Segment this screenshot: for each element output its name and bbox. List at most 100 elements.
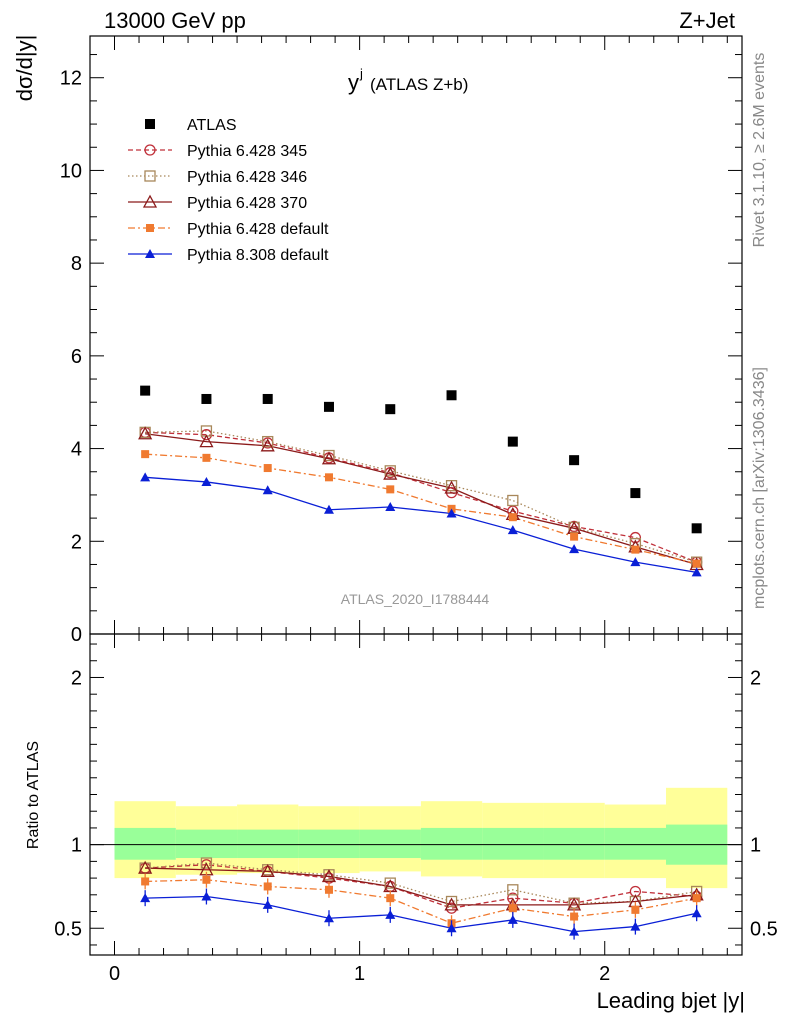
band-green-2 xyxy=(237,829,299,859)
series-2-point-5 xyxy=(444,480,459,494)
atlas-point-3 xyxy=(323,401,334,412)
y-tick-label-ratio-right: 0.5 xyxy=(750,918,778,940)
chart-title-superscript: j xyxy=(359,66,363,81)
data-markers xyxy=(140,385,702,534)
atlas-point-2 xyxy=(262,393,273,404)
legend-entry-5: Pythia 8.308 default xyxy=(128,247,329,264)
series-3-point-0 xyxy=(141,450,150,459)
band-green-6 xyxy=(482,827,544,860)
atlas-point-4 xyxy=(385,404,396,415)
y-axis-label-top: dσ/d|y| xyxy=(12,35,37,102)
y-tick-label-top: 12 xyxy=(60,68,82,90)
series-1-ratio-point-6 xyxy=(507,884,519,896)
atlas-point-7 xyxy=(569,455,580,466)
series-2-point-4 xyxy=(383,466,398,480)
series-line-top-0 xyxy=(145,431,697,563)
legend-label-4: Pythia 6.428 default xyxy=(187,221,329,238)
legend-marker-4 xyxy=(146,224,154,232)
uncertainty-bands xyxy=(114,787,728,889)
band-green-3 xyxy=(298,829,360,859)
atlas-point-1 xyxy=(201,393,212,404)
series-3-point-7 xyxy=(570,532,579,541)
series-2-point-1 xyxy=(199,434,214,448)
band-green-1 xyxy=(175,829,238,859)
series-1-ratio-point-4 xyxy=(384,877,396,889)
series-markers xyxy=(138,425,704,940)
legend-marker-3 xyxy=(142,194,158,208)
series-line-ratio-2 xyxy=(145,867,697,906)
series-line-top-4 xyxy=(145,476,697,573)
legend-marker-0 xyxy=(145,119,155,129)
series-3-point-8 xyxy=(631,545,640,554)
series-4-point-8 xyxy=(630,557,641,567)
band-green-0 xyxy=(114,827,176,860)
y-tick-label-ratio-right: 2 xyxy=(750,667,761,689)
legend-marker-2 xyxy=(144,170,156,182)
series-line-ratio-4 xyxy=(145,895,697,933)
series-line-top-3 xyxy=(145,453,697,565)
series-0-point-8 xyxy=(629,531,642,544)
y-tick-label-top: 4 xyxy=(71,439,82,461)
atlas-point-9 xyxy=(691,523,702,534)
y-tick-label-ratio-left: 1 xyxy=(71,835,82,857)
series-3-point-3 xyxy=(324,473,333,482)
series-line-top-2 xyxy=(145,433,697,566)
series-4-point-7 xyxy=(569,544,580,554)
chart-title-rest: (ATLAS Z+b) xyxy=(370,75,468,94)
y-tick-label-top: 2 xyxy=(71,531,82,553)
ratio-panel-frame xyxy=(89,633,743,956)
band-green-7 xyxy=(543,827,605,860)
series-3-point-4 xyxy=(386,485,395,494)
series-2-ratio-point-3 xyxy=(321,869,337,883)
series-1-ratio-point-5 xyxy=(445,895,458,908)
chart-title-main: y xyxy=(348,70,359,95)
x-tick-label: 0 xyxy=(109,963,120,985)
series-2-ratio-point-0 xyxy=(138,860,153,874)
mcplots-label: mcplots.cern.ch [arXiv:1306.3436] xyxy=(751,367,768,609)
band-green-8 xyxy=(604,827,667,860)
legend-label-3: Pythia 6.428 370 xyxy=(187,195,307,212)
series-2-ratio-point-5 xyxy=(444,897,459,911)
series-line-ratio-0 xyxy=(145,864,697,909)
series-2-point-0 xyxy=(138,426,153,440)
legend-entry-4: Pythia 6.428 default xyxy=(128,221,329,238)
series-2-ratio-point-2 xyxy=(260,864,275,878)
series-1-point-3 xyxy=(323,449,335,462)
energy-label: 13000 GeV pp xyxy=(104,8,246,33)
y-tick-label-top: 8 xyxy=(71,253,82,275)
series-4-point-4 xyxy=(385,501,396,511)
legend-entry-2: Pythia 6.428 346 xyxy=(128,169,307,186)
series-1-point-4 xyxy=(384,465,396,477)
legend: ATLAS Pythia 6.428 345 Pythia 6.428 346 Pyt… xyxy=(128,117,329,264)
x-axis-label: Leading bjet |y| xyxy=(597,988,745,1013)
series-lines xyxy=(145,430,697,933)
y-tick-label-ratio-right: 1 xyxy=(750,835,761,857)
series-4-point-1 xyxy=(201,476,212,486)
series-1-point-6 xyxy=(507,494,519,507)
atlas-point-0 xyxy=(140,385,151,396)
x-tick-label: 2 xyxy=(599,963,610,985)
series-2-point-3 xyxy=(321,451,337,465)
legend-marker-5 xyxy=(145,249,155,258)
series-line-ratio-1 xyxy=(145,862,697,904)
series-4-point-2 xyxy=(262,485,273,495)
series-1-ratio-point-1 xyxy=(200,857,213,869)
series-3-point-1 xyxy=(202,453,211,462)
y-tick-label-top: 6 xyxy=(71,346,82,368)
y-tick-label-top: 10 xyxy=(60,160,82,182)
series-3-point-2 xyxy=(263,464,272,473)
y-tick-label-top: 0 xyxy=(71,624,82,646)
series-3-point-6 xyxy=(508,513,517,522)
legend-entry-0: ATLAS xyxy=(145,117,237,134)
process-label: Z+Jet xyxy=(679,8,735,33)
series-1-point-2 xyxy=(262,435,274,448)
series-line-top-1 xyxy=(145,430,697,563)
series-2-point-2 xyxy=(260,438,275,452)
y-axis-label-ratio: Ratio to ATLAS xyxy=(25,741,42,849)
legend-entry-1: Pythia 6.428 345 xyxy=(128,143,307,160)
series-line-ratio-3 xyxy=(145,879,697,924)
legend-label-0: ATLAS xyxy=(187,117,237,134)
